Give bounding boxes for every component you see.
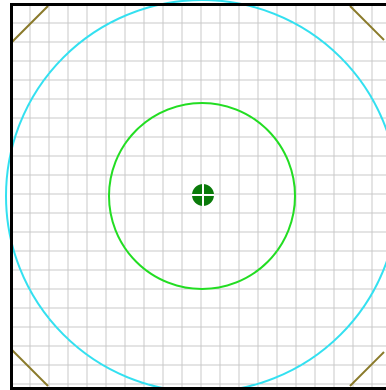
corner-mark-bottom-left — [11, 349, 49, 387]
grid — [11, 4, 386, 390]
corner-mark-top-left — [11, 5, 49, 43]
inner-circle — [108, 102, 296, 290]
corner-marks — [11, 5, 385, 387]
center-marker — [192, 184, 214, 206]
frame-border — [10, 3, 386, 390]
outer-circle — [5, 0, 386, 390]
corner-mark-top-right — [349, 5, 385, 41]
corner-mark-bottom-right — [349, 351, 385, 387]
